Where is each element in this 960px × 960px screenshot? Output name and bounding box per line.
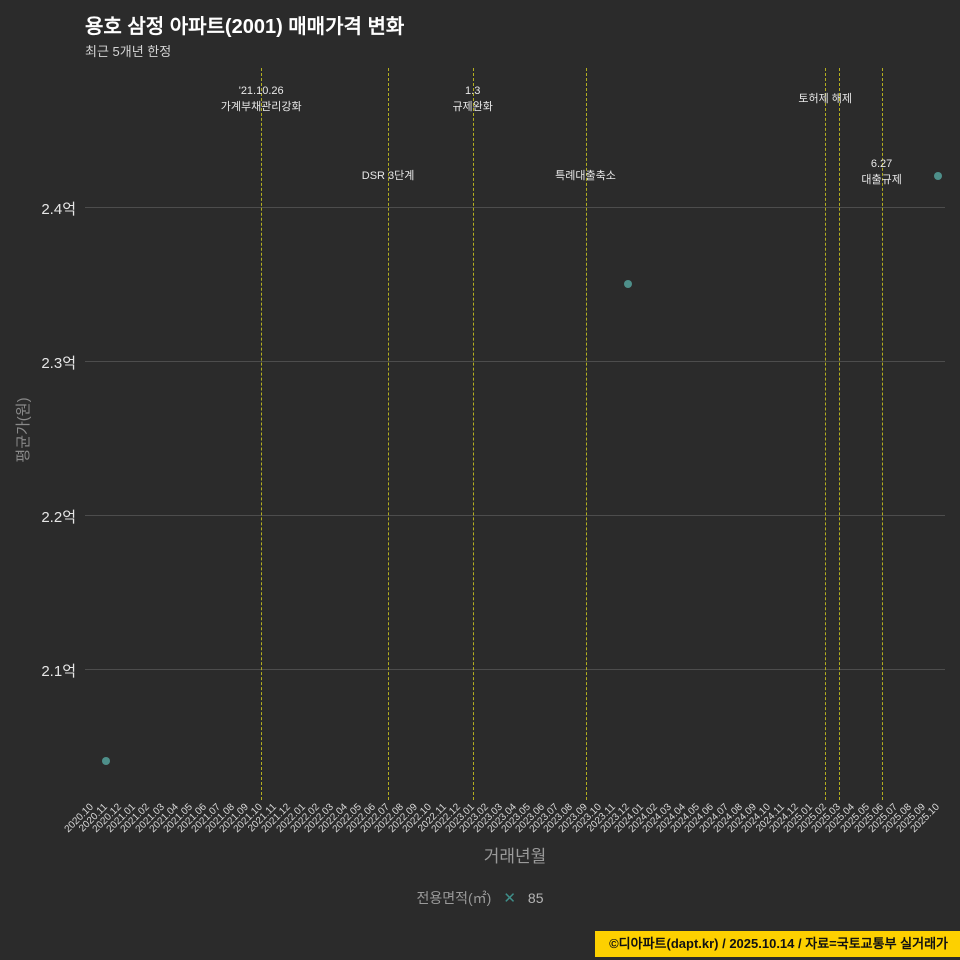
chart-title: 용호 삼정 아파트(2001) 매매가격 변화 <box>85 16 405 38</box>
chart-subtitle: 최근 5개년 한정 <box>85 44 172 59</box>
event-line <box>881 68 883 800</box>
event-line <box>388 68 390 800</box>
event-label: DSR 3단계 <box>361 170 415 182</box>
data-point <box>623 279 632 288</box>
credit-banner: ©디아파트(dapt.kr) / 2025.10.14 / 자료=국토교통부 실… <box>595 931 960 957</box>
y-tick-label: 2.2억 <box>41 508 76 526</box>
event-label: 6.27 <box>870 158 893 170</box>
legend-title: 전용면적(㎡) <box>416 890 492 906</box>
y-gridline <box>85 669 945 670</box>
event-line <box>825 68 827 800</box>
event-label: 규제완화 <box>452 101 493 113</box>
data-point <box>102 757 111 766</box>
event-line <box>585 68 587 800</box>
y-gridline <box>85 360 945 362</box>
y-tick-label: 2.4억 <box>41 200 76 218</box>
x-axis-title: 거래년월 <box>483 847 547 866</box>
event-line <box>261 68 263 800</box>
y-tick-label: 2.3억 <box>41 354 76 372</box>
event-label: 대출규제 <box>861 174 902 186</box>
event-label: '21.10.26 <box>238 85 284 97</box>
y-gridline <box>85 514 945 516</box>
data-point <box>934 171 942 180</box>
legend-value: 85 <box>527 890 544 906</box>
legend: 전용면적(㎡) ✕ 85 <box>0 888 960 908</box>
y-tick-label: 2.1억 <box>41 663 76 680</box>
event-line <box>472 68 474 800</box>
event-label: 토허제 해제 <box>798 93 853 105</box>
event-label: 가계부채관리강화 <box>220 101 302 113</box>
event-label: 1.3 <box>465 85 481 97</box>
x-marker-icon: ✕ <box>503 890 516 907</box>
event-label: 특례대출축소 <box>555 170 616 182</box>
event-line <box>839 68 841 800</box>
y-gridline <box>85 206 945 208</box>
